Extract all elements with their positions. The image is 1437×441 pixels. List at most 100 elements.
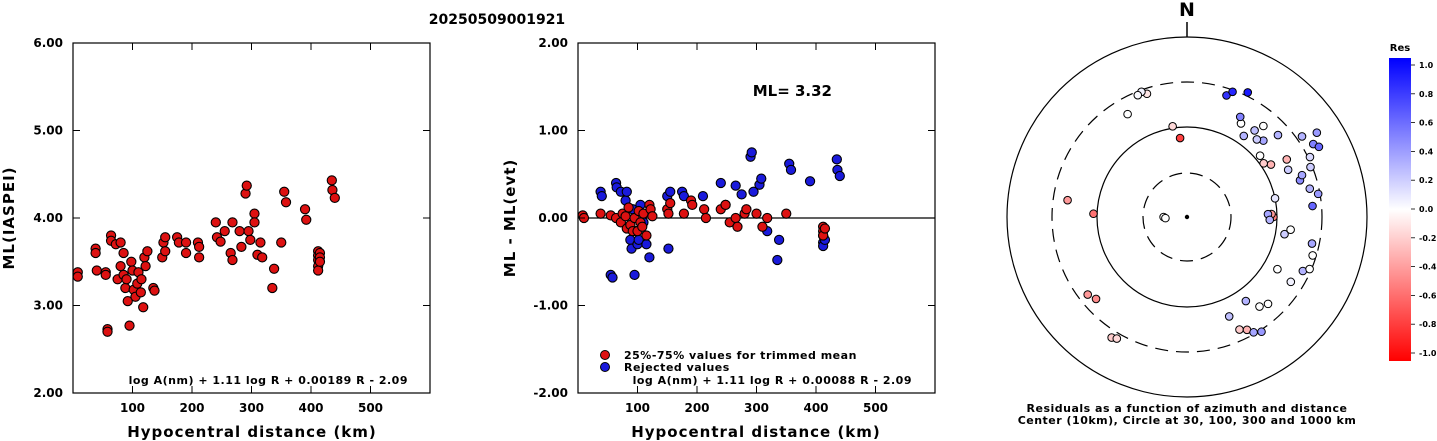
trimmed-mean-point — [751, 208, 762, 219]
left-data-point — [268, 263, 280, 274]
residual-point — [1305, 264, 1314, 274]
middle-y-axis-label: ML - ML(evt) — [501, 159, 519, 277]
left-marks — [72, 175, 340, 337]
rejected-point — [629, 269, 640, 281]
residual-point — [1280, 229, 1289, 239]
residual-point — [1270, 193, 1280, 203]
middle-formula: log A(nm) + 1.11 log R + 0.00088 R - 2.0… — [633, 374, 912, 387]
residual-point — [1259, 121, 1268, 131]
middle-plot: 100 200 300 400 500 -2.00 -1.00 0.00 1.00 2.00 ML… — [501, 36, 936, 441]
left-data-point — [236, 241, 247, 253]
polar-marks — [1063, 87, 1324, 343]
rejected-point — [644, 252, 655, 263]
residual-point — [1250, 126, 1259, 135]
left-data-point — [91, 265, 102, 276]
residual-point — [1123, 109, 1132, 119]
residual-point — [1228, 87, 1237, 97]
rejected-point — [831, 154, 842, 165]
residual-point — [1305, 184, 1315, 193]
left-data-point — [138, 302, 149, 313]
residual-point — [1286, 277, 1296, 287]
middle-x-tick-label: 300 — [744, 401, 769, 415]
residual-point — [1307, 239, 1317, 248]
trimmed-mean-point — [595, 208, 606, 219]
left-x-tick-label: 400 — [298, 401, 323, 415]
residual-point — [1235, 325, 1244, 334]
polar-caption-1: Residuals as a function of azimuth and d… — [1027, 402, 1348, 415]
middle-y-tick-label: -2.00 — [533, 386, 568, 400]
trimmed-mean-point — [641, 230, 652, 241]
trimmed-mean-point — [741, 204, 752, 215]
residual-point — [1083, 290, 1093, 299]
colorbar-title: Res — [1390, 43, 1410, 54]
circle-30km — [1142, 172, 1232, 262]
residual-point — [1175, 133, 1185, 143]
rejected-point — [748, 186, 759, 197]
rejected-point — [773, 234, 785, 246]
left-data-point — [243, 225, 254, 237]
left-y-axis-label: ML(IASPEI) — [0, 166, 18, 269]
left-data-point — [301, 214, 312, 225]
rejected-point — [736, 189, 747, 200]
trimmed-mean-point — [757, 221, 768, 232]
residual-point — [1257, 327, 1266, 337]
residual-point — [1235, 112, 1245, 122]
left-data-point — [140, 260, 151, 272]
colorbar-tick-label: -0.4 — [1419, 263, 1437, 272]
rejected-point — [715, 177, 726, 189]
left-data-point — [245, 234, 256, 246]
trimmed-mean-point — [700, 212, 712, 224]
middle-y-tick-label: -1.00 — [533, 299, 568, 313]
left-data-point — [326, 175, 337, 186]
residual-point — [1063, 195, 1072, 205]
colorbar-tick-label: 0.4 — [1419, 147, 1434, 156]
left-data-point — [257, 252, 268, 263]
middle-y-tick-label: 2.00 — [538, 36, 568, 50]
residual-point — [1297, 170, 1307, 180]
left-data-point — [180, 247, 192, 259]
residual-point — [1112, 334, 1122, 343]
left-data-point — [314, 256, 326, 267]
rejected-point — [746, 147, 757, 158]
left-data-point — [329, 192, 340, 204]
rejected-point — [596, 190, 607, 202]
ml-annotation: ML= 3.32 — [753, 82, 832, 100]
middle-ticks: 100 200 300 400 500 -2.00 -1.00 0.00 1.00 2.00 — [533, 36, 935, 415]
residual-point — [1255, 302, 1264, 311]
trimmed-mean-point — [732, 221, 743, 232]
left-data-point — [126, 256, 137, 267]
left-data-point — [180, 237, 192, 248]
left-data-point — [121, 274, 132, 285]
rejected-point — [772, 254, 783, 266]
legend-blue-label: Rejected values — [624, 361, 730, 374]
colorbar-tick-label: -0.6 — [1419, 291, 1437, 300]
trimmed-mean-point — [730, 212, 741, 224]
left-data-point — [280, 197, 292, 208]
left-data-point — [142, 246, 153, 257]
left-data-point — [149, 285, 160, 296]
circle-1000km — [1006, 36, 1368, 398]
center-dot — [1184, 214, 1190, 220]
residual-point — [1161, 213, 1170, 223]
middle-x-tick-label: 400 — [803, 401, 828, 415]
left-plot: 100 200 300 400 500 2.00 3.00 4.00 5.00 6.00 ML(I… — [0, 36, 431, 441]
trimmed-mean-point — [637, 221, 648, 232]
trimmed-mean-point — [623, 202, 634, 213]
left-data-point — [115, 260, 126, 272]
legend-blue-marker — [600, 362, 610, 372]
colorbar-tick-label: 0.2 — [1419, 176, 1433, 185]
rejected-point — [607, 272, 618, 283]
left-data-point — [102, 326, 113, 337]
left-data-point — [118, 247, 129, 259]
left-y-tick-label: 2.00 — [33, 386, 63, 400]
left-data-point — [219, 225, 230, 237]
left-data-point — [160, 232, 171, 243]
residual-point — [1259, 159, 1268, 168]
left-x-axis-label: Hypocentral distance (km) — [127, 423, 377, 441]
residual-point — [1308, 201, 1317, 211]
colorbar-tick-label: -1.0 — [1419, 349, 1437, 358]
trimmed-mean-point — [665, 197, 676, 209]
colorbar-tick-label: 0.8 — [1419, 90, 1434, 99]
rejected-point — [641, 239, 652, 250]
left-data-point — [255, 237, 266, 248]
